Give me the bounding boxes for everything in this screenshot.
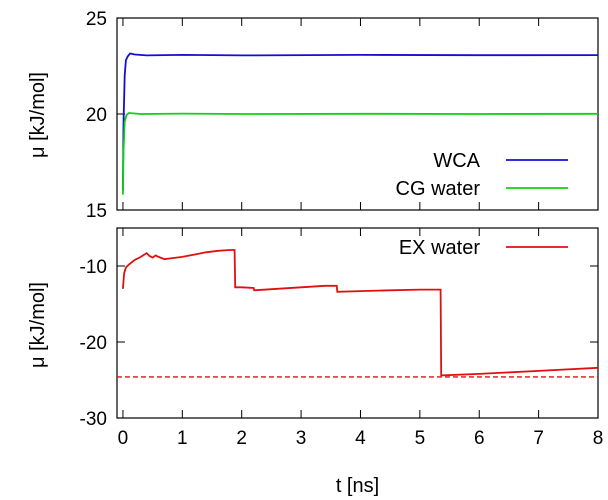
- y-axis-title: μ [kJ/mol]: [27, 72, 49, 158]
- y-tick-label: 20: [86, 105, 107, 126]
- x-tick-label: 3: [296, 428, 307, 449]
- series-line-cg-water: [122, 112, 598, 195]
- series-line-wca: [122, 52, 598, 191]
- y-axis-title: μ [kJ/mol]: [27, 282, 49, 368]
- top-panel: 15 20 25 μ [kJ/mol] WCA CG water: [27, 9, 599, 222]
- y-tick-label: 25: [86, 9, 107, 30]
- x-tick-label: 8: [593, 428, 604, 449]
- legend-label: WCA: [433, 150, 480, 172]
- y-tick-label: -30: [80, 409, 107, 430]
- legend-label: CG water: [396, 178, 481, 200]
- x-tick-label: 7: [533, 428, 544, 449]
- x-tick-label: 5: [415, 428, 426, 449]
- legend-label: EX water: [399, 237, 480, 259]
- y-tick-label: -20: [80, 333, 107, 354]
- y-tick-label: -10: [80, 257, 107, 278]
- x-tick-label: 0: [118, 428, 129, 449]
- x-tick-label: 1: [177, 428, 188, 449]
- x-tick-label: 4: [355, 428, 366, 449]
- series-line-ex-water: [122, 249, 598, 377]
- x-tick-label: 6: [474, 428, 485, 449]
- plot-frame: [116, 227, 599, 419]
- x-tick-label: 2: [236, 428, 247, 449]
- x-axis-title: t [ns]: [336, 475, 379, 497]
- y-tick-label: 15: [86, 201, 107, 222]
- bottom-panel: -10 -20 -30 0 1 2 3 4 5 6 7 8 μ [kJ/mol] t [ns] EX wat…: [27, 227, 604, 497]
